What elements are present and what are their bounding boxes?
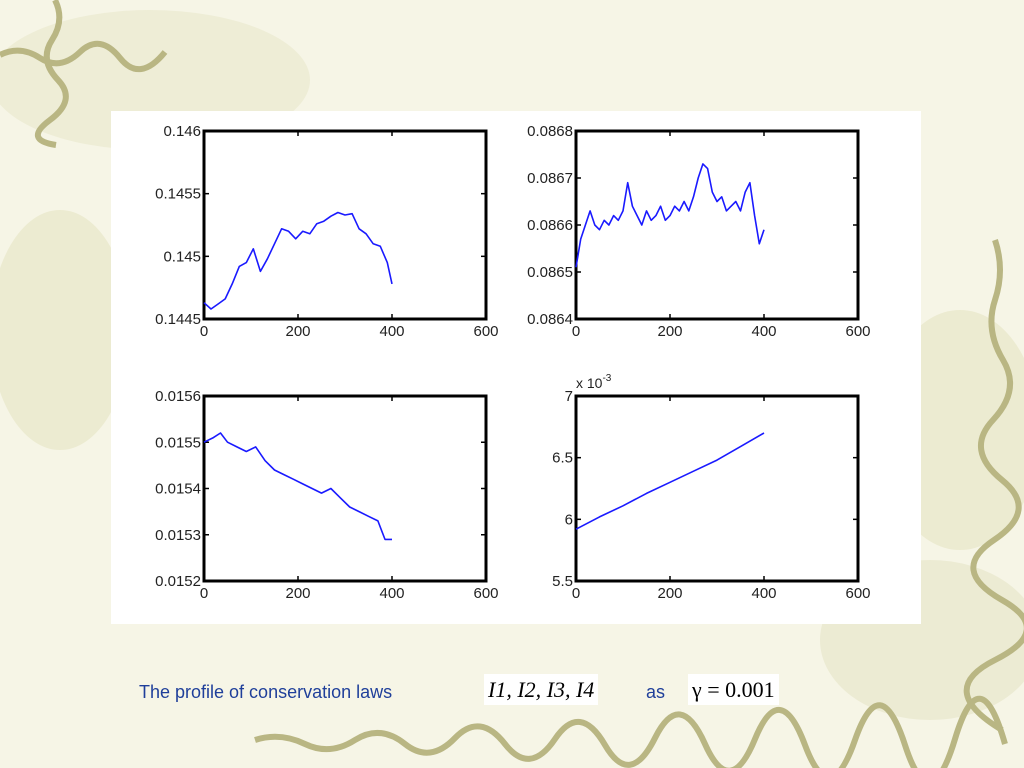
- caption-variables: I1, I2, I3, I4: [484, 674, 599, 705]
- plot-1-ytick-label: 0.145: [163, 248, 201, 265]
- plot-2-ytick-label: 0.0864: [527, 311, 573, 328]
- plot-4-frame: [574, 394, 860, 583]
- plot-3-ytick-label: 0.0154: [155, 481, 201, 498]
- plot-2-ytick-label: 0.0867: [527, 170, 573, 187]
- plot-2-ytick-label: 0.0868: [527, 123, 573, 140]
- plot-3-ytick-label: 0.0156: [155, 388, 201, 405]
- plot-4-ytick-label: 6: [565, 511, 573, 528]
- plot-3-ytick-label: 0.0155: [155, 434, 201, 451]
- plot-4-xtick-label: 200: [657, 585, 682, 602]
- plot-2-xtick-label: 400: [751, 323, 776, 340]
- plot-2-series-line: [575, 163, 765, 268]
- plot-1-xtick-label: 600: [473, 323, 498, 340]
- plot-4-ytick-label: 7: [565, 388, 573, 405]
- plot-2-xtick-label: 0: [572, 323, 580, 340]
- figure-caption: The profile of conservation laws I1, I2,…: [139, 674, 839, 706]
- plot-4-series-line: [575, 432, 765, 530]
- caption-parameter: γ = 0.001: [688, 674, 779, 705]
- plot-1-xtick-label: 200: [285, 323, 310, 340]
- plot-1-ytick-label: 0.146: [163, 123, 201, 140]
- plot-4-multiplier: x 10-3: [576, 373, 612, 391]
- plot-4-xtick-label: 400: [751, 585, 776, 602]
- plot-3-ytick-label: 0.0152: [155, 573, 201, 590]
- plot-1-ytick-label: 0.1445: [155, 311, 201, 328]
- plot-3-frame: [202, 394, 488, 583]
- plot-4-xtick-label: 600: [845, 585, 870, 602]
- plot-3-xtick-label: 600: [473, 585, 498, 602]
- plot-3-xtick-label: 0: [200, 585, 208, 602]
- plot-1-ytick-label: 0.1455: [155, 186, 201, 203]
- plot-3-series-line: [203, 432, 392, 541]
- plot-1-xtick-label: 400: [379, 323, 404, 340]
- plot-2-xtick-label: 200: [657, 323, 682, 340]
- plot-2-frame: [574, 129, 860, 321]
- plot-4-xtick-label: 0: [572, 585, 580, 602]
- plot-3-ytick-label: 0.0153: [155, 527, 201, 544]
- plot-3-xtick-label: 400: [379, 585, 404, 602]
- plot-2-ytick-label: 0.0866: [527, 217, 573, 234]
- plot-2-ytick-label: 0.0865: [527, 264, 573, 281]
- plot-2-xtick-label: 600: [845, 323, 870, 340]
- plot-1-frame: [202, 129, 488, 321]
- caption-text: The profile of conservation laws: [139, 682, 393, 702]
- plot-3-xtick-label: 200: [285, 585, 310, 602]
- figure-panel: 0 200 400 600 0.1445 0.145 0.1455 0.146 0 200 400 6…: [111, 111, 921, 624]
- plot-4-ytick-label: 5.5: [552, 573, 573, 590]
- caption-connector: as: [646, 682, 666, 702]
- plot-1-series-line: [203, 211, 393, 310]
- plot-1-xtick-label: 0: [200, 323, 208, 340]
- plot-4-ytick-label: 6.5: [552, 450, 573, 467]
